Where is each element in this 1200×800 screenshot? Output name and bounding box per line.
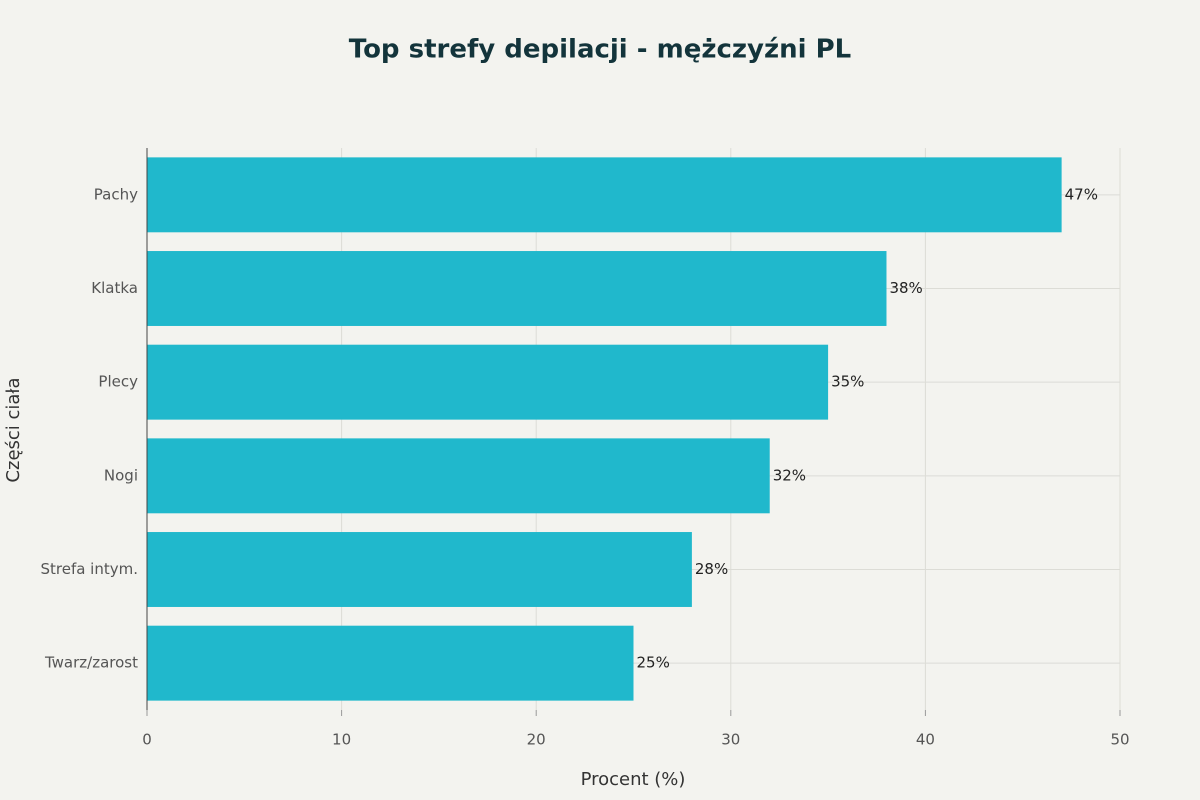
bar: [147, 251, 887, 326]
x-tick-label: 30: [721, 731, 740, 749]
x-tick-label: 10: [332, 731, 351, 749]
x-tick-label: 0: [142, 731, 152, 749]
y-tick-label: Strefa intym.: [40, 560, 138, 578]
value-label: 47%: [1065, 185, 1098, 203]
bar: [147, 344, 829, 420]
chart-title: Top strefy depilacji - mężczyźni PL: [349, 35, 851, 65]
y-tick-label: Klatka: [91, 279, 138, 297]
x-tick-label: 20: [527, 731, 546, 749]
y-tick-label: Plecy: [98, 373, 138, 391]
y-tick-label: Nogi: [104, 466, 138, 484]
y-axis-title: Części ciała: [3, 377, 24, 482]
y-tick-label: Twarz/zarost: [44, 654, 138, 672]
bar: [147, 532, 692, 607]
x-tick-label: 50: [1110, 731, 1129, 749]
bar: [147, 157, 1062, 233]
x-axis-title: Procent (%): [581, 769, 686, 790]
value-label: 28%: [695, 560, 728, 578]
value-label: 35%: [831, 373, 864, 391]
x-tick-label: 40: [916, 731, 935, 749]
bar: [147, 625, 634, 701]
y-tick-label: Pachy: [94, 185, 138, 203]
value-label: 32%: [773, 466, 806, 484]
value-label: 38%: [889, 279, 922, 297]
value-label: 25%: [637, 654, 670, 672]
bar: [147, 438, 770, 514]
